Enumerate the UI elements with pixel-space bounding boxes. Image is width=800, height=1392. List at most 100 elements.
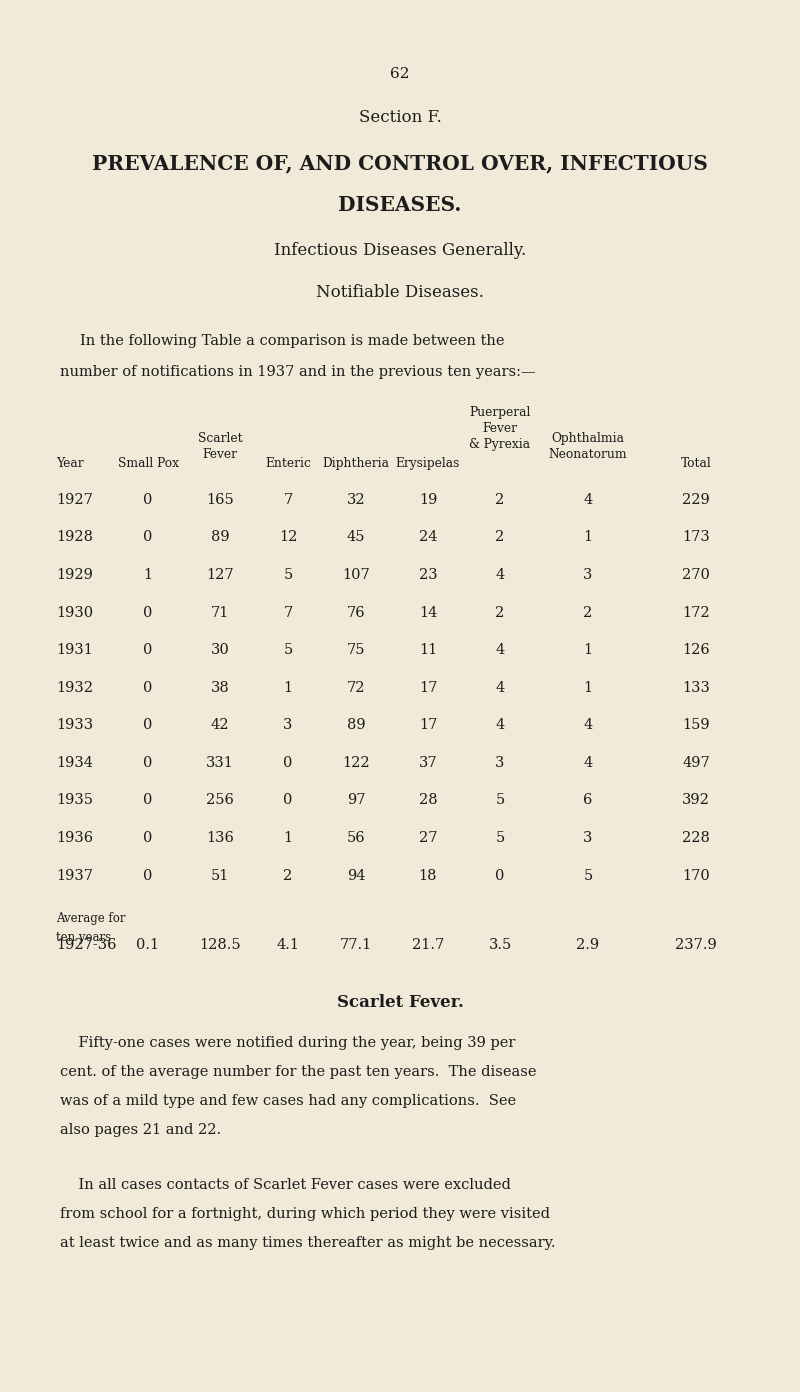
Text: 173: 173	[682, 530, 710, 544]
Text: 237.9: 237.9	[675, 938, 717, 952]
Text: 5: 5	[495, 831, 505, 845]
Text: 3: 3	[583, 831, 593, 845]
Text: 2.9: 2.9	[577, 938, 599, 952]
Text: 5: 5	[583, 869, 593, 883]
Text: 133: 133	[682, 681, 710, 695]
Text: 94: 94	[346, 869, 366, 883]
Text: 2: 2	[283, 869, 293, 883]
Text: 1935: 1935	[56, 793, 93, 807]
Text: 0: 0	[283, 756, 293, 770]
Text: 75: 75	[346, 643, 366, 657]
Text: 4: 4	[583, 493, 593, 507]
Text: 270: 270	[682, 568, 710, 582]
Text: 4: 4	[583, 718, 593, 732]
Text: 2: 2	[495, 606, 505, 619]
Text: 89: 89	[210, 530, 230, 544]
Text: Ophthalmia
Neonatorum: Ophthalmia Neonatorum	[549, 432, 627, 461]
Text: 0: 0	[495, 869, 505, 883]
Text: 170: 170	[682, 869, 710, 883]
Text: 2: 2	[495, 493, 505, 507]
Text: 1934: 1934	[56, 756, 93, 770]
Text: Total: Total	[681, 457, 711, 469]
Text: 6: 6	[583, 793, 593, 807]
Text: 0: 0	[143, 530, 153, 544]
Text: 256: 256	[206, 793, 234, 807]
Text: 38: 38	[210, 681, 230, 695]
Text: 37: 37	[418, 756, 438, 770]
Text: 1936: 1936	[56, 831, 93, 845]
Text: 1937: 1937	[56, 869, 93, 883]
Text: 28: 28	[418, 793, 438, 807]
Text: 17: 17	[419, 681, 437, 695]
Text: 0: 0	[143, 643, 153, 657]
Text: 7: 7	[283, 493, 293, 507]
Text: 1931: 1931	[56, 643, 93, 657]
Text: 89: 89	[346, 718, 366, 732]
Text: 77.1: 77.1	[340, 938, 372, 952]
Text: 4: 4	[495, 568, 505, 582]
Text: 3.5: 3.5	[488, 938, 512, 952]
Text: 122: 122	[342, 756, 370, 770]
Text: 1: 1	[583, 530, 593, 544]
Text: number of notifications in 1937 and in the previous ten years:—: number of notifications in 1937 and in t…	[60, 365, 536, 379]
Text: 1933: 1933	[56, 718, 93, 732]
Text: 0: 0	[143, 681, 153, 695]
Text: 128.5: 128.5	[199, 938, 241, 952]
Text: Erysipelas: Erysipelas	[396, 457, 460, 469]
Text: 1932: 1932	[56, 681, 93, 695]
Text: 1930: 1930	[56, 606, 93, 619]
Text: 0.1: 0.1	[137, 938, 159, 952]
Text: 4: 4	[495, 643, 505, 657]
Text: 97: 97	[346, 793, 366, 807]
Text: 3: 3	[283, 718, 293, 732]
Text: 5: 5	[495, 793, 505, 807]
Text: 228: 228	[682, 831, 710, 845]
Text: DISEASES.: DISEASES.	[338, 195, 462, 214]
Text: Notifiable Diseases.: Notifiable Diseases.	[316, 284, 484, 301]
Text: 127: 127	[206, 568, 234, 582]
Text: 0: 0	[143, 718, 153, 732]
Text: 3: 3	[495, 756, 505, 770]
Text: 0: 0	[143, 756, 153, 770]
Text: 76: 76	[346, 606, 366, 619]
Text: 2: 2	[495, 530, 505, 544]
Text: 51: 51	[211, 869, 229, 883]
Text: 17: 17	[419, 718, 437, 732]
Text: 0: 0	[143, 606, 153, 619]
Text: 19: 19	[419, 493, 437, 507]
Text: ten years: ten years	[56, 931, 111, 944]
Text: Year: Year	[56, 457, 84, 469]
Text: 1: 1	[283, 681, 293, 695]
Text: 126: 126	[682, 643, 710, 657]
Text: 497: 497	[682, 756, 710, 770]
Text: Puerperal
Fever
& Pyrexia: Puerperal Fever & Pyrexia	[470, 406, 530, 451]
Text: Small Pox: Small Pox	[118, 457, 178, 469]
Text: cent. of the average number for the past ten years.  The disease: cent. of the average number for the past…	[60, 1065, 537, 1079]
Text: 1: 1	[143, 568, 153, 582]
Text: 12: 12	[279, 530, 297, 544]
Text: 7: 7	[283, 606, 293, 619]
Text: 1: 1	[583, 643, 593, 657]
Text: 18: 18	[418, 869, 438, 883]
Text: 4.1: 4.1	[277, 938, 299, 952]
Text: was of a mild type and few cases had any complications.  See: was of a mild type and few cases had any…	[60, 1094, 516, 1108]
Text: 0: 0	[143, 493, 153, 507]
Text: 24: 24	[418, 530, 438, 544]
Text: 5: 5	[283, 643, 293, 657]
Text: Average for: Average for	[56, 912, 126, 924]
Text: 11: 11	[419, 643, 437, 657]
Text: 0: 0	[143, 869, 153, 883]
Text: 2: 2	[583, 606, 593, 619]
Text: 1927-36: 1927-36	[56, 938, 117, 952]
Text: 62: 62	[390, 67, 410, 81]
Text: 45: 45	[346, 530, 366, 544]
Text: from school for a fortnight, during which period they were visited: from school for a fortnight, during whic…	[60, 1207, 550, 1221]
Text: 4: 4	[495, 681, 505, 695]
Text: 30: 30	[210, 643, 230, 657]
Text: 0: 0	[283, 793, 293, 807]
Text: 0: 0	[143, 793, 153, 807]
Text: Fifty-one cases were notified during the year, being 39 per: Fifty-one cases were notified during the…	[60, 1036, 515, 1050]
Text: Enteric: Enteric	[265, 457, 311, 469]
Text: 165: 165	[206, 493, 234, 507]
Text: 1: 1	[283, 831, 293, 845]
